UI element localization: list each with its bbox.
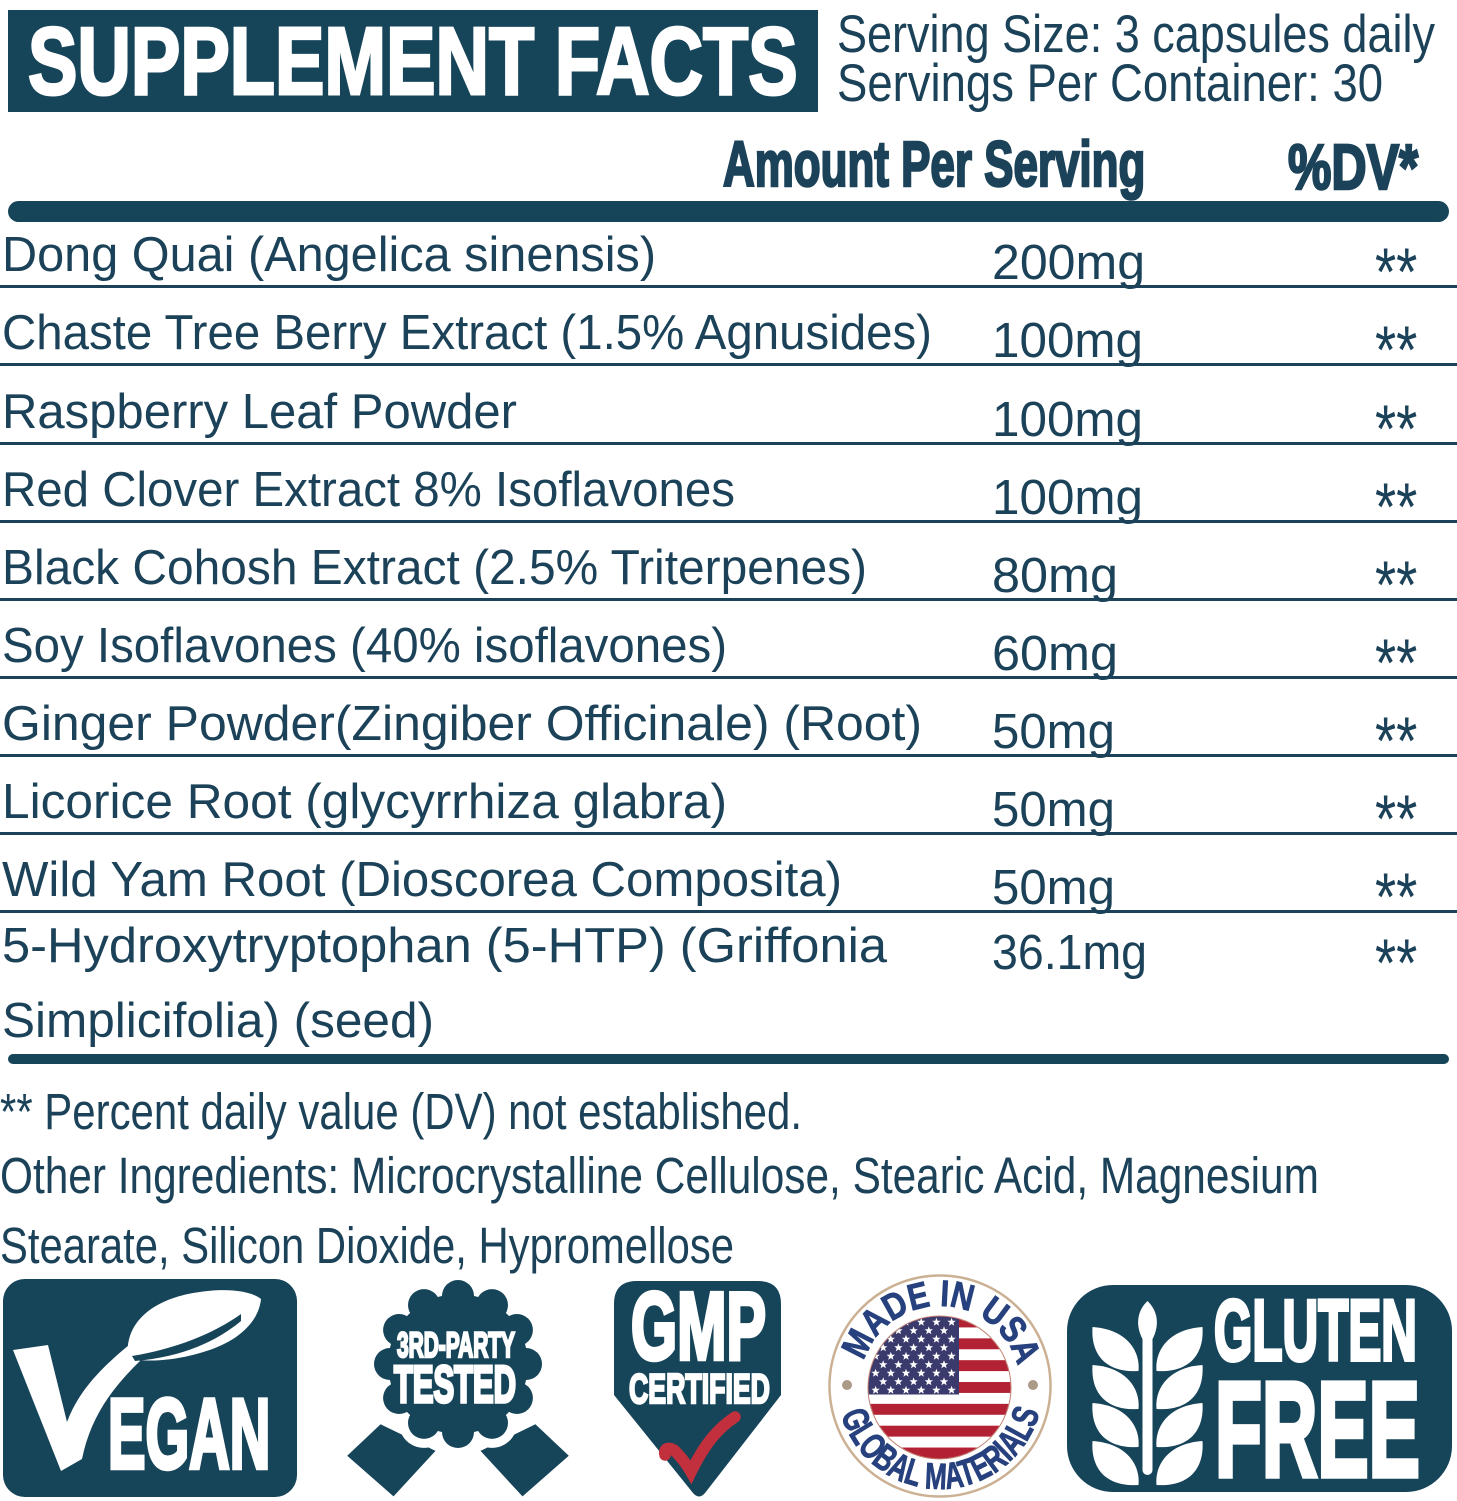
svg-text:GLUTEN: GLUTEN bbox=[1214, 1283, 1417, 1378]
svg-text:EGAN: EGAN bbox=[108, 1379, 270, 1490]
svg-text:FREE: FREE bbox=[1215, 1356, 1420, 1494]
svg-text:3RD-PARTY: 3RD-PARTY bbox=[397, 1327, 515, 1366]
svg-text:CERTIFIED: CERTIFIED bbox=[629, 1366, 770, 1413]
svg-text:GMP: GMP bbox=[631, 1278, 766, 1379]
svg-text:TESTED: TESTED bbox=[394, 1356, 516, 1414]
